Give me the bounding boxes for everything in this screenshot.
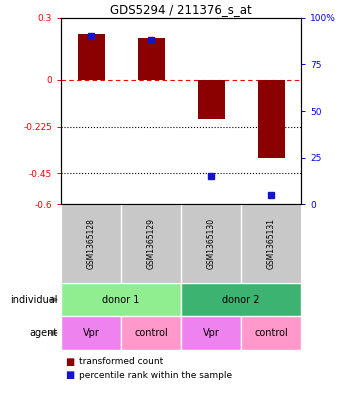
Text: individual: individual [10, 295, 58, 305]
Text: GSM1365130: GSM1365130 [206, 218, 216, 269]
Bar [241, 316, 301, 350]
Text: transformed count: transformed count [79, 357, 163, 366]
Bar [181, 316, 241, 350]
Text: GSM1365129: GSM1365129 [147, 218, 156, 269]
Bar [61, 283, 181, 316]
Bar [258, 80, 285, 158]
Bar [61, 316, 121, 350]
Text: ■: ■ [65, 356, 74, 367]
Text: control: control [134, 328, 168, 338]
Text: GSM1365131: GSM1365131 [267, 218, 275, 269]
Text: Vpr: Vpr [83, 328, 100, 338]
Bar [181, 283, 301, 316]
Bar [121, 316, 181, 350]
Bar [138, 39, 164, 80]
Text: donor 2: donor 2 [222, 295, 260, 305]
Bar [198, 80, 225, 119]
Text: control: control [254, 328, 288, 338]
Text: ■: ■ [65, 370, 74, 380]
Text: donor 1: donor 1 [103, 295, 140, 305]
Text: percentile rank within the sample: percentile rank within the sample [79, 371, 232, 380]
Text: Vpr: Vpr [203, 328, 219, 338]
Title: GDS5294 / 211376_s_at: GDS5294 / 211376_s_at [110, 4, 252, 17]
Text: GSM1365128: GSM1365128 [87, 218, 96, 269]
Text: agent: agent [29, 328, 58, 338]
Bar [78, 34, 105, 80]
